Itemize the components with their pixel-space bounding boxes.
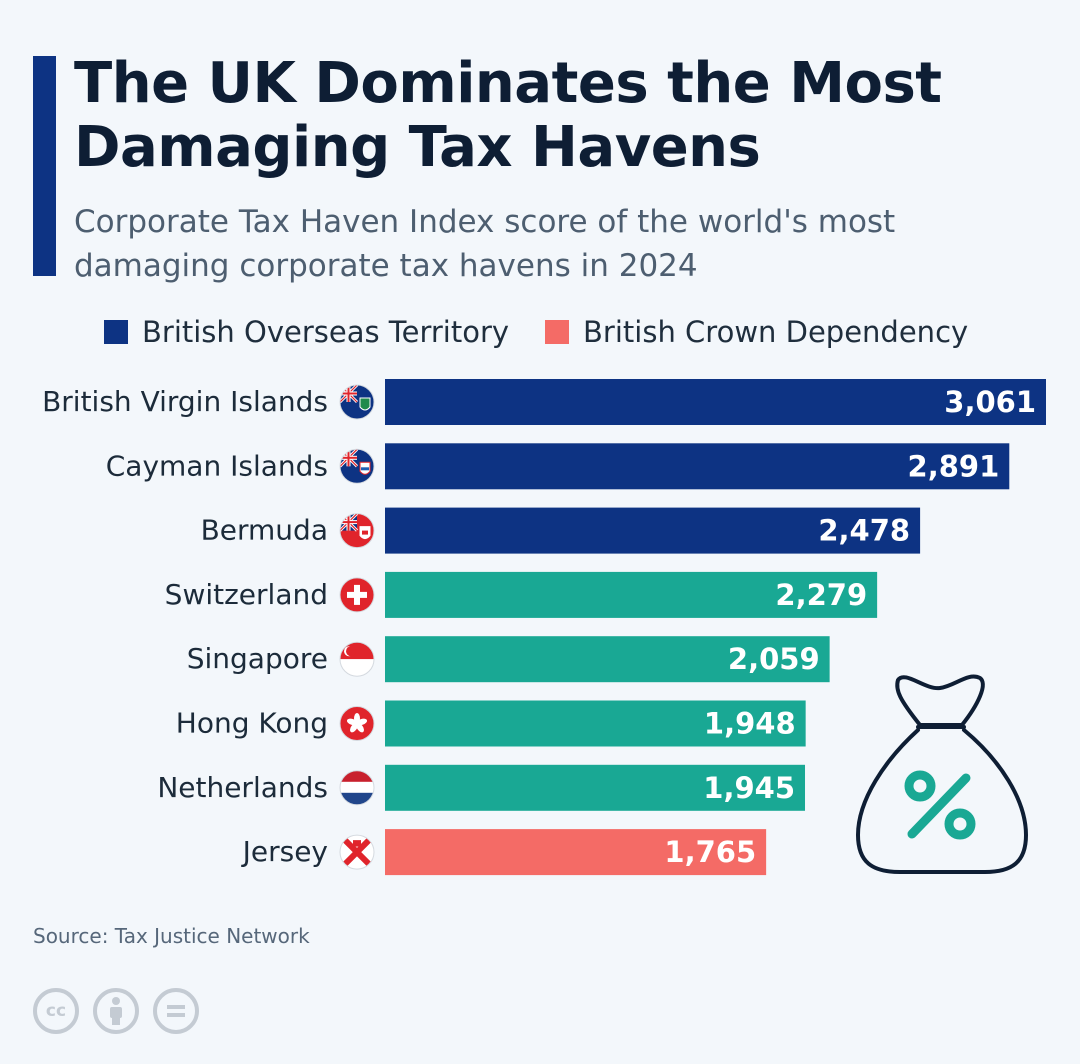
bar-hong-kong [385,700,806,747]
legend: British Overseas Territory British Crown… [104,312,1004,352]
bar-value-hong-kong: 1,948 [704,707,796,741]
percent-symbol [904,770,976,840]
bar-value-bermuda: 2,478 [818,514,910,548]
category-label-cayman-islands: Cayman Islands [106,449,328,482]
legend-swatch-overseas [104,320,128,344]
bar-value-cayman-islands: 2,891 [908,449,1000,483]
bermuda-flag-icon [339,513,375,549]
category-label-bermuda: Bermuda [201,514,328,547]
attribution-icon [93,988,139,1034]
category-label-hong-kong: Hong Kong [176,707,328,740]
cayman-flag-icon [339,448,375,484]
legend-label-crown: British Crown Dependency [583,315,969,349]
source-note: Source: Tax Justice Network [33,924,310,948]
bar-chart: 3,061 British Virgin Islands 2,891 Cayman I… [42,379,1046,876]
category-label-netherlands: Netherlands [157,771,328,804]
bar-value-netherlands: 1,945 [703,771,795,805]
legend-item-crown: British Crown Dependency [545,315,968,349]
netherlands-flag-icon [339,770,375,806]
bar-value-singapore: 2,059 [728,642,820,676]
jersey-flag-icon [339,834,375,870]
chart-title: The UK Dominates the Most Damaging Tax H… [74,51,942,180]
money-bag-percent-icon [856,674,1028,874]
bar-netherlands [385,764,806,811]
bar-value-switzerland: 2,279 [775,578,867,612]
singapore-flag-icon [339,641,375,677]
no-derivatives-icon [153,988,199,1034]
bar-singapore [385,636,830,683]
hong-kong-flag-icon [339,706,375,741]
bar-value-british-virgin-islands: 3,061 [944,385,1036,419]
bar-bermuda [385,507,921,554]
license-icons: cc [33,988,213,1034]
bar-value-jersey: 1,765 [664,835,756,869]
flags-group [339,384,375,870]
title-accent-bar [33,56,56,276]
bars-group: 3,061 British Virgin Islands 2,891 Cayman I… [42,379,1046,876]
legend-label-overseas: British Overseas Territory [142,315,510,349]
category-label-british-virgin-islands: British Virgin Islands [42,385,328,418]
category-label-switzerland: Switzerland [165,578,328,611]
chart-subtitle: Corporate Tax Haven Index score of the w… [74,204,896,284]
bar-switzerland [385,571,878,618]
category-label-jersey: Jersey [241,835,328,868]
bar-cayman-islands [385,443,1010,490]
cc-icon: cc [33,988,79,1034]
legend-item-overseas: British Overseas Territory [104,315,509,349]
category-label-singapore: Singapore [187,642,328,675]
switzerland-flag-icon [339,577,375,613]
bar-jersey [385,829,767,876]
legend-swatch-crown [545,320,570,344]
bar-british-virgin-islands [385,379,1046,425]
bvi-flag-icon [339,384,375,420]
